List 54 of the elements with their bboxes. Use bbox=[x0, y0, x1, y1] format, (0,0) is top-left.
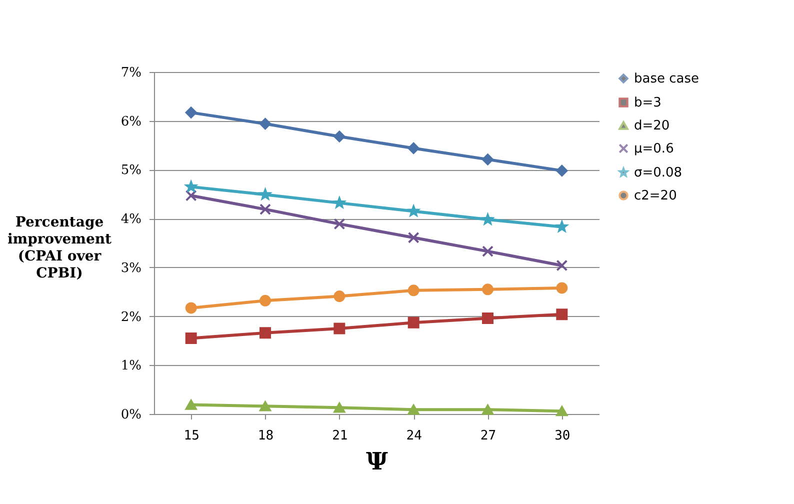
point bbox=[556, 282, 568, 294]
point bbox=[556, 164, 568, 176]
point bbox=[185, 190, 197, 202]
point bbox=[482, 312, 494, 324]
y-tick-label: 6% bbox=[120, 114, 142, 130]
x-tick-label: 24 bbox=[406, 428, 422, 444]
point bbox=[408, 284, 420, 296]
x-tick-label: 18 bbox=[258, 428, 274, 444]
point bbox=[185, 332, 197, 344]
point bbox=[260, 327, 271, 339]
legend-label: d=20 bbox=[634, 118, 670, 134]
point bbox=[185, 106, 197, 118]
point bbox=[482, 246, 494, 258]
point bbox=[556, 260, 568, 272]
point bbox=[556, 308, 568, 320]
y-tick-label: 4% bbox=[120, 212, 142, 228]
point bbox=[482, 214, 494, 224]
x-tick-label: 27 bbox=[480, 428, 496, 444]
point bbox=[260, 294, 271, 306]
point bbox=[260, 118, 271, 130]
y-tick-label: 2% bbox=[120, 310, 142, 325]
point bbox=[408, 142, 420, 154]
point bbox=[482, 404, 494, 415]
y-tick-label: 1% bbox=[120, 358, 142, 374]
x-tick-label: 15 bbox=[184, 428, 200, 444]
point bbox=[334, 322, 346, 334]
y-axis-title: Percentage improvement (CPAI over CPBI) bbox=[7, 214, 112, 282]
point bbox=[334, 402, 346, 413]
point bbox=[408, 404, 420, 415]
legend-label: σ=0.08 bbox=[634, 166, 682, 180]
point bbox=[185, 302, 197, 314]
point bbox=[408, 232, 420, 244]
point bbox=[260, 188, 271, 200]
point bbox=[260, 204, 271, 216]
y-tick-label: 0% bbox=[120, 408, 142, 422]
point bbox=[556, 406, 568, 416]
x-tick-label: 30 bbox=[554, 428, 570, 444]
y-tick-label: 7% bbox=[120, 66, 142, 80]
legend-label: μ=0.6 bbox=[634, 142, 674, 156]
point bbox=[482, 154, 494, 166]
y-tick-label: 3% bbox=[120, 260, 142, 276]
point bbox=[334, 290, 346, 302]
legend-label: base case bbox=[634, 72, 700, 86]
point bbox=[408, 316, 420, 328]
legend-label: c2=20 bbox=[634, 188, 677, 204]
point bbox=[334, 130, 346, 142]
legend-label: b=3 bbox=[634, 96, 662, 110]
point bbox=[260, 401, 271, 412]
x-tick-label: 21 bbox=[332, 428, 348, 444]
y-tick-label: 5% bbox=[120, 163, 142, 178]
point bbox=[185, 400, 197, 410]
point bbox=[334, 218, 346, 230]
point bbox=[482, 284, 494, 296]
x-axis-title: Ψ bbox=[366, 446, 388, 476]
